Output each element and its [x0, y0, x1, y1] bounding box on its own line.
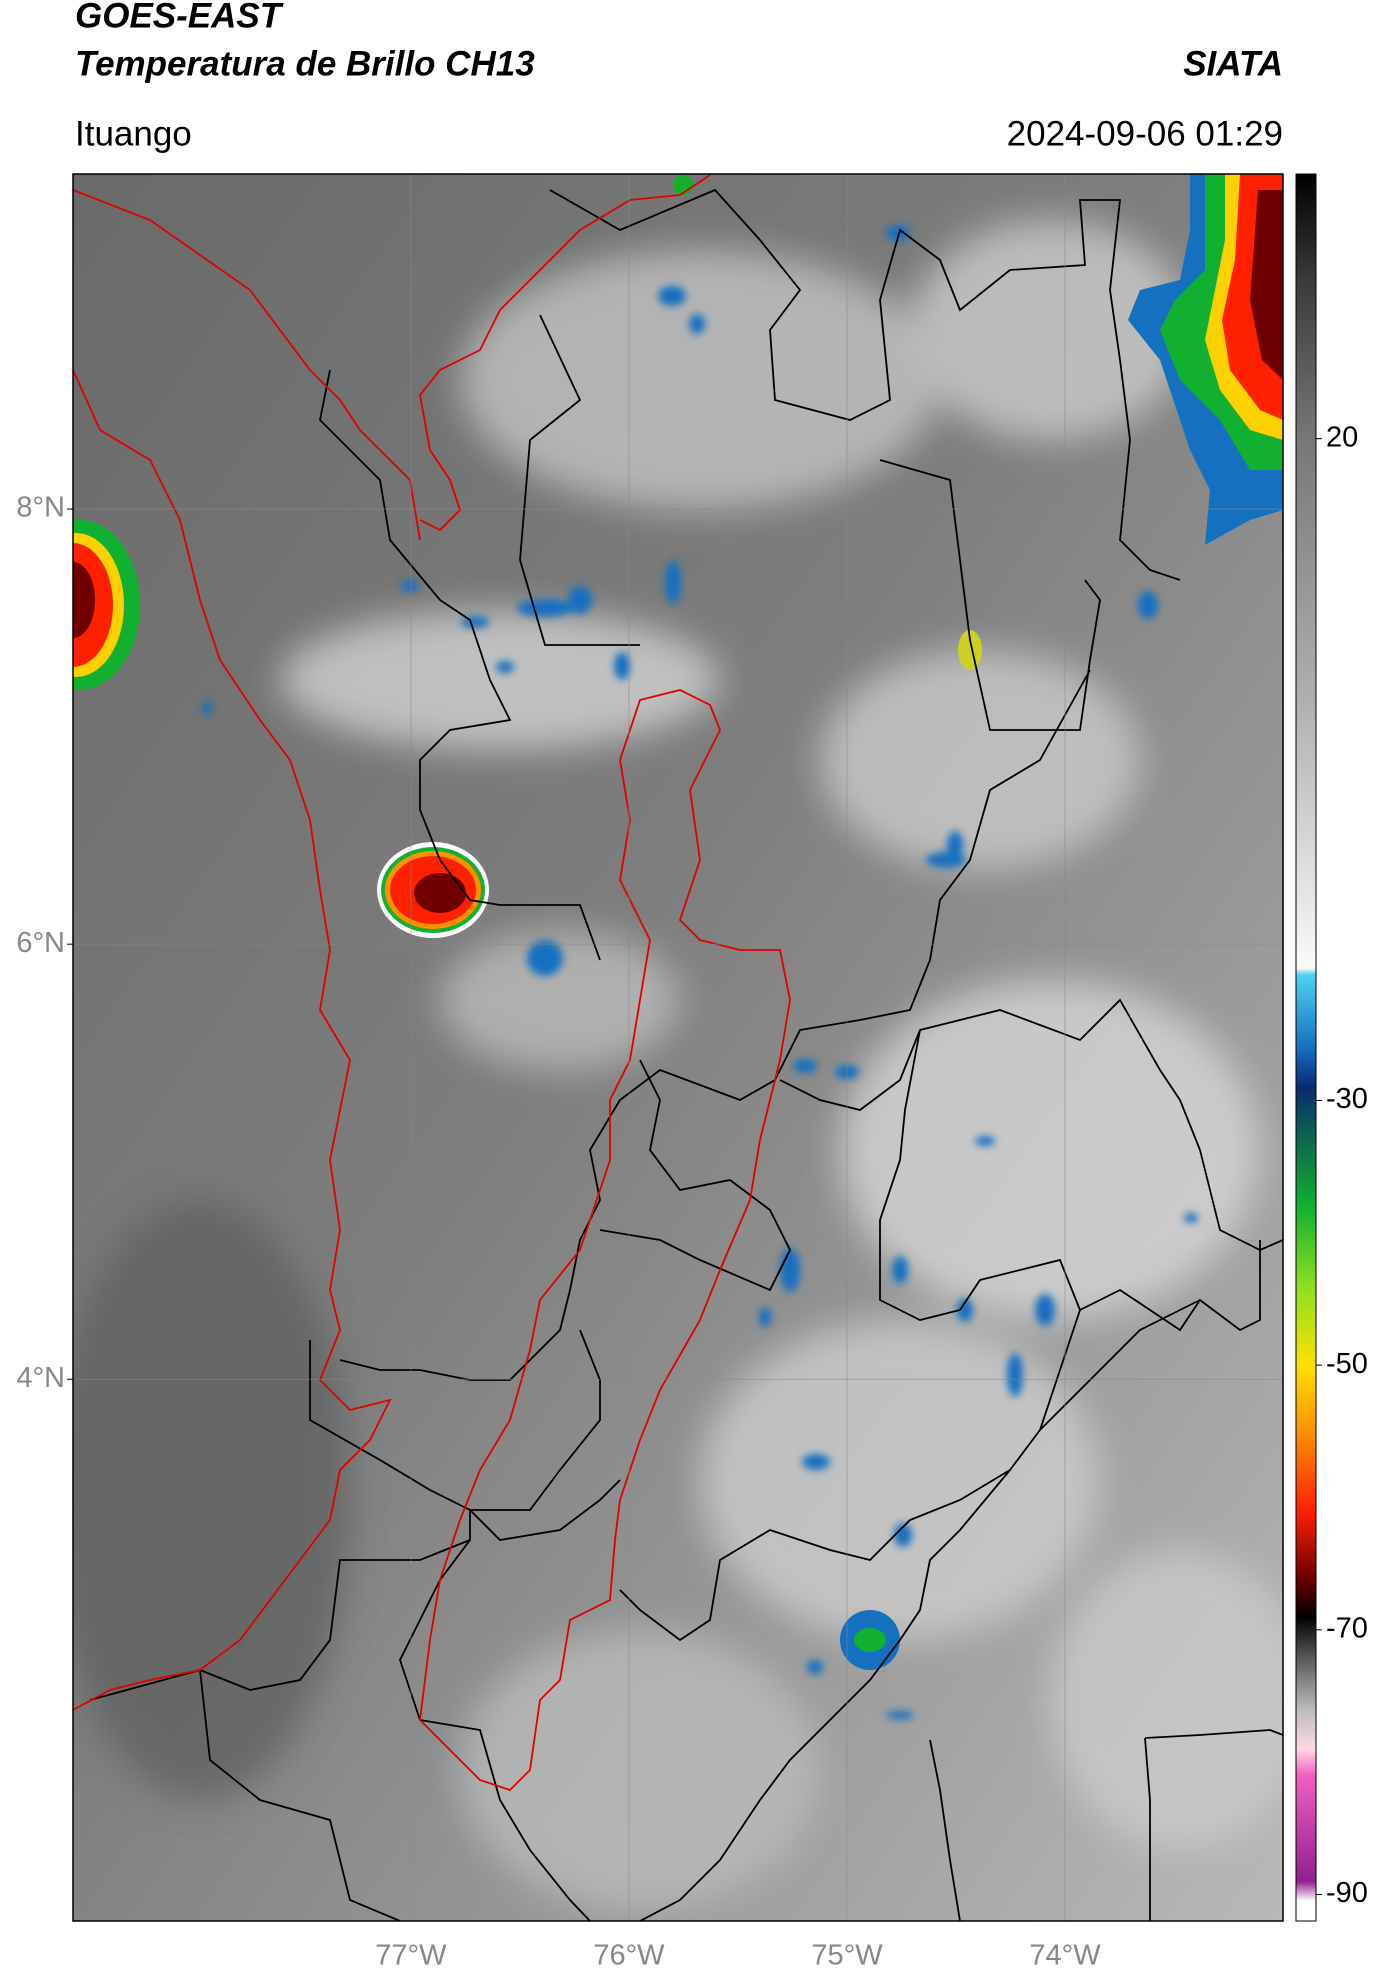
colorbar-tick-label: -50	[1326, 1348, 1368, 1380]
y-tick-label: 8°N	[16, 492, 65, 524]
map-frame	[72, 173, 1284, 1922]
grid	[73, 174, 1283, 1921]
colorbar-tick-label: -70	[1326, 1612, 1368, 1644]
admin-borders	[89, 188, 1283, 1921]
y-tick-label: 4°N	[16, 1362, 65, 1394]
colorbar	[1295, 173, 1317, 1922]
location: Ituango	[75, 114, 192, 153]
y-tick-label: 6°N	[16, 927, 65, 959]
convective-cells	[73, 174, 1283, 1670]
x-tick-label: 75°W	[811, 1940, 883, 1972]
x-tick-label: 77°W	[375, 1940, 447, 1972]
title: GOES-EAST	[75, 0, 284, 35]
colorbar-tick-label: -90	[1326, 1877, 1368, 1909]
subtitle: Temperatura de Brillo CH13	[75, 44, 535, 83]
coastline	[73, 174, 791, 1792]
colorbar-tick-label: 20	[1326, 421, 1358, 453]
map-image	[73, 174, 1283, 1921]
clouds	[73, 220, 1283, 1910]
datetime: 2024-09-06 01:29	[1007, 114, 1283, 153]
x-tick-label: 74°W	[1029, 1940, 1101, 1972]
colorbar-tick-label: -30	[1326, 1083, 1368, 1115]
x-tick-label: 76°W	[593, 1940, 665, 1972]
source: SIATA	[1183, 44, 1283, 83]
